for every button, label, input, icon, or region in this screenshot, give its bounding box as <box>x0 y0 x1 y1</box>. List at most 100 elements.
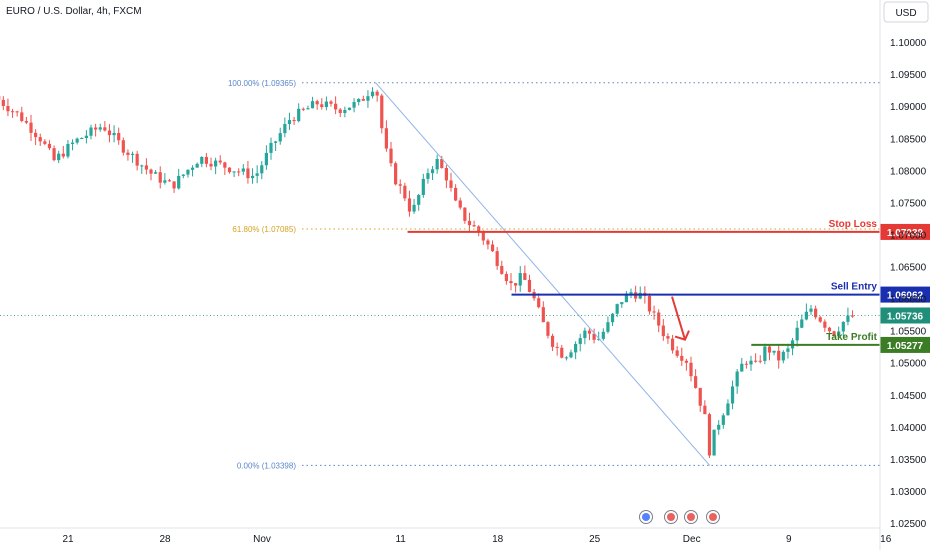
candle-body <box>592 333 596 340</box>
candle-body <box>10 111 15 113</box>
candle-body <box>112 132 116 136</box>
candle-body <box>620 302 624 305</box>
candle-body <box>486 240 490 245</box>
candle-body <box>310 101 315 109</box>
candle-body <box>274 141 278 143</box>
level-price-badge <box>880 336 930 353</box>
candle-body <box>347 107 352 110</box>
candle-body <box>772 350 776 353</box>
price-tick-label: 1.04500 <box>890 391 927 402</box>
current-price-badge <box>880 307 930 324</box>
candle-body <box>89 127 93 136</box>
candle-body <box>689 362 693 377</box>
level-name: Sell Entry <box>831 282 878 293</box>
candle-body <box>841 321 845 332</box>
candle-body <box>560 347 564 358</box>
economic-events[interactable] <box>639 510 720 524</box>
candle-body <box>403 185 407 199</box>
candle-body <box>583 330 587 339</box>
candle-body <box>283 124 287 134</box>
time-tick-label: 25 <box>589 534 601 545</box>
candle-body <box>135 153 139 166</box>
candle-body <box>269 142 273 153</box>
candle-body <box>232 171 236 173</box>
candle-body <box>735 371 739 387</box>
candle-body <box>523 273 527 280</box>
candle-body <box>287 120 292 125</box>
event-flag-core-icon <box>642 513 650 521</box>
price-tick-label: 1.08000 <box>890 166 927 177</box>
price-tick-label: 1.05000 <box>890 359 927 370</box>
candle-body <box>777 350 781 361</box>
candle-body <box>707 414 712 456</box>
candle-body <box>103 127 107 131</box>
candle-body <box>814 308 818 318</box>
candle-body <box>246 168 250 179</box>
candle-body <box>167 180 172 182</box>
candle-body <box>195 163 199 168</box>
candle-body <box>6 105 10 112</box>
candle-body <box>241 168 245 172</box>
candle-body <box>186 169 190 175</box>
candle-body <box>398 184 402 186</box>
level-price-label: 1.07039 <box>887 228 924 239</box>
candle-body <box>832 331 836 336</box>
time-axis[interactable]: 21 28 Nov 11 18 25 Dec 9 16 <box>62 534 891 545</box>
candle-body <box>467 220 472 226</box>
candle-body <box>555 346 559 348</box>
candle-body <box>338 109 342 114</box>
candle-body <box>430 169 435 174</box>
candle-body <box>370 91 375 97</box>
candle-body <box>818 317 822 322</box>
currency-button[interactable] <box>883 1 929 23</box>
price-tick-label: 1.02500 <box>890 519 927 530</box>
candle-body <box>500 265 504 274</box>
price-tick-label: 1.05500 <box>890 327 927 338</box>
overlays: 100.00% (1.09365) 61.80% (1.07085) 0.00% (… <box>0 79 930 470</box>
price-tick-label: 1.07000 <box>890 230 927 241</box>
candle-body <box>255 173 259 176</box>
candle-body <box>1 99 5 106</box>
candle-body <box>767 346 772 353</box>
candle-body <box>223 162 227 168</box>
time-tick-label: 18 <box>492 534 504 545</box>
event-flag-core-icon <box>667 513 675 521</box>
candle-body <box>412 204 416 212</box>
candle-body <box>449 180 453 188</box>
candle-body <box>804 311 808 320</box>
price-tick-label: 1.10000 <box>890 38 927 49</box>
price-tick-label: 1.04000 <box>890 423 927 434</box>
candle-body <box>361 98 365 101</box>
fib-level-label: 61.80% (1.07085) <box>232 225 296 234</box>
candle-body <box>795 327 799 341</box>
candle-body <box>740 363 744 372</box>
candle-body <box>324 101 328 108</box>
candle-body <box>550 335 555 347</box>
candle-body <box>181 174 185 176</box>
candle-body <box>121 140 125 153</box>
candle-body <box>38 137 42 142</box>
time-tick-label: Dec <box>683 534 701 545</box>
candle-body <box>209 163 213 167</box>
price-axis[interactable]: 1.10000 1.09500 1.09000 1.08500 1.08000 1.075… <box>890 38 927 530</box>
event-flag-core-icon <box>709 513 717 521</box>
candle-body <box>237 171 241 173</box>
candle-body <box>703 405 707 415</box>
candle-body <box>47 143 52 149</box>
candle-body <box>509 281 513 284</box>
candle-body <box>454 187 458 201</box>
candle-body <box>730 386 735 404</box>
candle-body <box>610 313 615 323</box>
candle-body <box>495 251 499 266</box>
current-price-label: 1.05736 <box>887 311 924 322</box>
candle-body <box>463 207 467 221</box>
candle-body <box>717 424 721 430</box>
price-tick-label: 1.06000 <box>890 295 927 306</box>
fib-level-label: 0.00% (1.03398) <box>237 461 296 470</box>
candle-body <box>34 132 38 138</box>
level-price-label: 1.06062 <box>887 291 924 302</box>
candle-body <box>417 194 421 205</box>
price-tick-label: 1.08500 <box>890 134 927 145</box>
